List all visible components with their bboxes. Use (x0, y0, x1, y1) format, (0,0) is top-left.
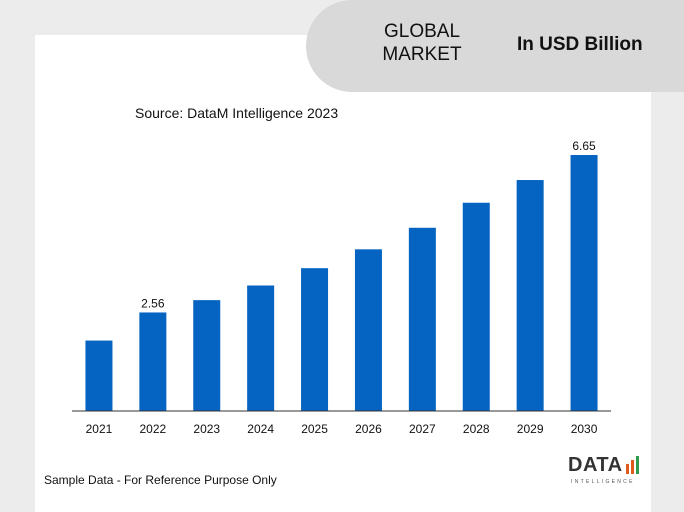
logo-subtitle: INTELLIGENCE (571, 479, 635, 485)
bar-2028 (462, 202, 490, 411)
x-tick-label: 2024 (247, 422, 274, 436)
market-title-line2: MARKET (382, 44, 462, 65)
data-label: 6.65 (572, 139, 596, 153)
bar-2022 (139, 312, 167, 411)
x-tick-label: 2027 (409, 422, 436, 436)
data-label: 2.56 (141, 296, 165, 310)
bar-2021 (85, 340, 113, 411)
x-tick-label: 2028 (463, 422, 490, 436)
source-text: Source: DataM Intelligence 2023 (135, 105, 339, 121)
datam-logo: DATA INTELLIGENCE (568, 454, 644, 488)
footnote: Sample Data - For Reference Purpose Only (44, 473, 277, 487)
bar-2029 (516, 180, 544, 411)
bar-2024 (247, 285, 275, 411)
unit-label: In USD Billion (517, 34, 643, 55)
market-title-line1: GLOBAL (383, 21, 461, 42)
bar-2025 (301, 268, 329, 411)
bar-2026 (354, 249, 382, 411)
logo-bars-icon (626, 456, 639, 474)
x-tick-label: 2030 (571, 422, 598, 436)
x-tick-label: 2023 (193, 422, 220, 436)
chart-card (35, 35, 651, 512)
logo-word: DATA (568, 454, 623, 476)
bar-2027 (408, 227, 436, 411)
x-tick-label: 2021 (86, 422, 113, 436)
header-banner (306, 0, 684, 92)
x-tick-label: 2026 (355, 422, 382, 436)
bar-2023 (193, 300, 221, 411)
x-tick-label: 2022 (139, 422, 166, 436)
market-title: GLOBAL MARKET (352, 20, 492, 66)
bar-2030 (570, 155, 598, 411)
x-tick-label: 2025 (301, 422, 328, 436)
x-tick-label: 2029 (517, 422, 544, 436)
